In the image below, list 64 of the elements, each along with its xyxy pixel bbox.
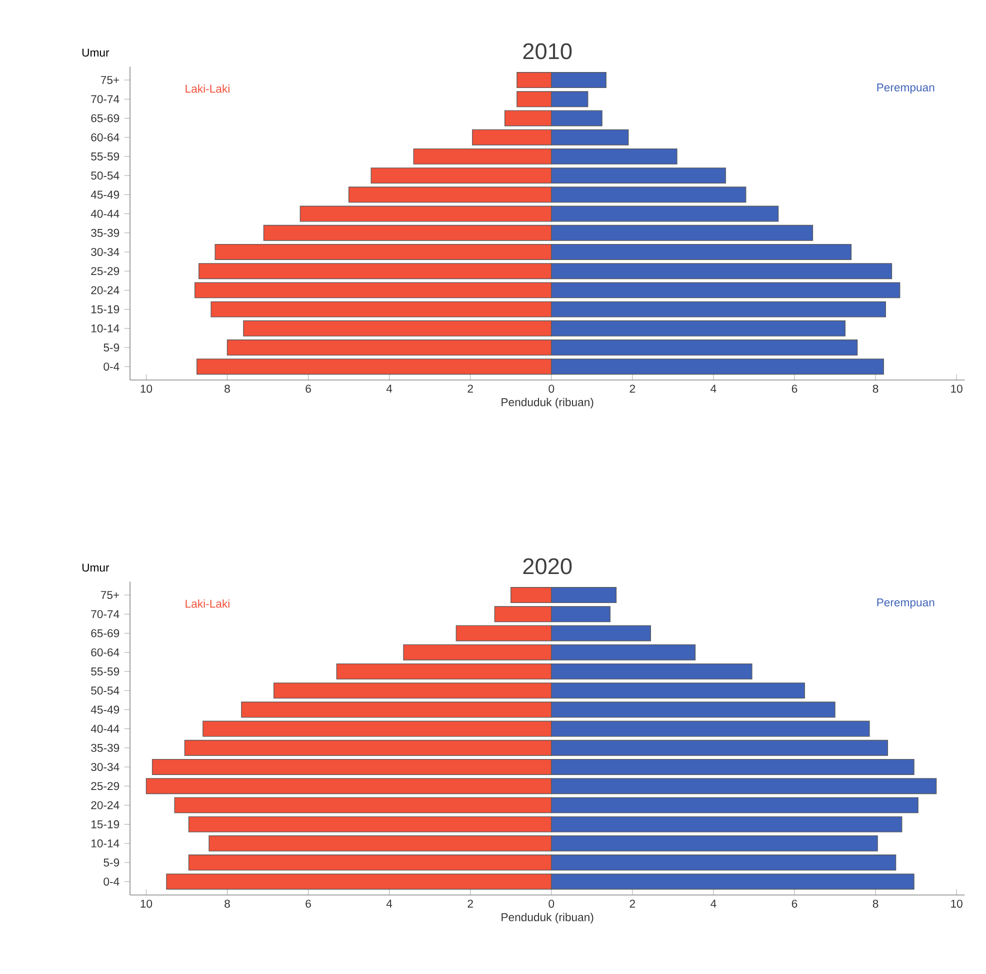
y-axis-title: Umur <box>82 564 110 572</box>
y-tick-label: 20-24 <box>91 801 120 810</box>
y-tick-label: 20-24 <box>91 286 120 294</box>
y-tick-label: 45-49 <box>90 190 120 199</box>
x-tick-label: 4 <box>386 900 392 908</box>
x-tick-label: 2 <box>468 384 473 393</box>
y-tick-label: 65-69 <box>91 114 120 122</box>
y-axis-title: Umur <box>82 48 110 57</box>
text: Laki-Laki <box>186 84 230 93</box>
y-tick-label: 35-39 <box>91 744 120 752</box>
text: Perempuan <box>877 598 934 609</box>
y-tick-label: 15-19 <box>91 305 120 314</box>
y-tick-label: 10-14 <box>91 324 120 332</box>
x-tick-label: 2 <box>630 900 636 908</box>
y-tick-label: 65-69 <box>91 629 120 638</box>
y-tick-label: 45-49 <box>90 706 120 714</box>
x-tick-label: 2 <box>468 900 473 908</box>
y-tick-label: 55-59 <box>91 152 120 160</box>
x-tick-label: 10 <box>140 900 152 908</box>
x-tick-label: 6 <box>306 900 311 908</box>
x-tick-label: 6 <box>792 900 798 908</box>
x-tick-label: 10 <box>140 384 152 393</box>
y-tick-label: 25-29 <box>91 782 120 790</box>
y-tick-label: 30-34 <box>91 248 120 256</box>
y-tick-label: 5-9 <box>104 344 120 352</box>
x-tick-label: 8 <box>224 900 230 908</box>
x-tick-label: 0 <box>548 900 554 908</box>
y-tick-label: 35-39 <box>91 228 120 237</box>
x-tick-label: 10 <box>951 384 962 393</box>
x-axis-title: Penduduk (ribuan) <box>502 912 594 924</box>
x-tick-label: 6 <box>306 384 311 393</box>
text: Laki-Laki <box>186 599 230 608</box>
y-tick-label: 50-54 <box>91 686 120 695</box>
y-tick-label: 10-14 <box>91 839 120 848</box>
x-tick-label: 2 <box>630 384 636 393</box>
y-tick-label: 75+ <box>100 591 120 599</box>
x-tick-label: 4 <box>386 384 392 392</box>
y-tick-label: 50-54 <box>91 172 120 180</box>
text: Perempuan <box>877 84 934 94</box>
x-tick-label: 8 <box>224 384 230 393</box>
y-tick-label: 60-64 <box>91 133 120 142</box>
x-axis-title: Penduduk (ribuan) <box>502 398 594 408</box>
y-tick-label: 30-34 <box>91 762 120 771</box>
y-tick-label: 0-4 <box>104 878 120 886</box>
y-tick-label: 40-44 <box>90 724 120 733</box>
x-tick-label: 10 <box>951 900 962 908</box>
y-tick-label: 75+ <box>100 76 120 84</box>
x-tick-label: 6 <box>792 384 798 393</box>
x-tick-label: 4 <box>710 384 716 392</box>
y-tick-label: 25-29 <box>91 267 120 276</box>
y-tick-label: 60-64 <box>91 648 120 656</box>
y-tick-label: 40-44 <box>90 210 120 218</box>
x-tick-label: 4 <box>710 900 716 908</box>
y-tick-label: 0-4 <box>104 362 120 371</box>
y-tick-label: 55-59 <box>91 667 120 676</box>
y-tick-label: 70-74 <box>91 95 120 104</box>
y-tick-label: 15-19 <box>91 820 120 828</box>
chart-title: 2020 <box>523 558 572 574</box>
chart-title: 2010 <box>523 43 572 60</box>
y-tick-label: 5-9 <box>104 858 120 867</box>
x-tick-label: 8 <box>872 384 878 393</box>
y-tick-label: 70-74 <box>91 610 120 618</box>
x-tick-label: 0 <box>548 384 554 393</box>
x-tick-label: 8 <box>872 900 878 908</box>
